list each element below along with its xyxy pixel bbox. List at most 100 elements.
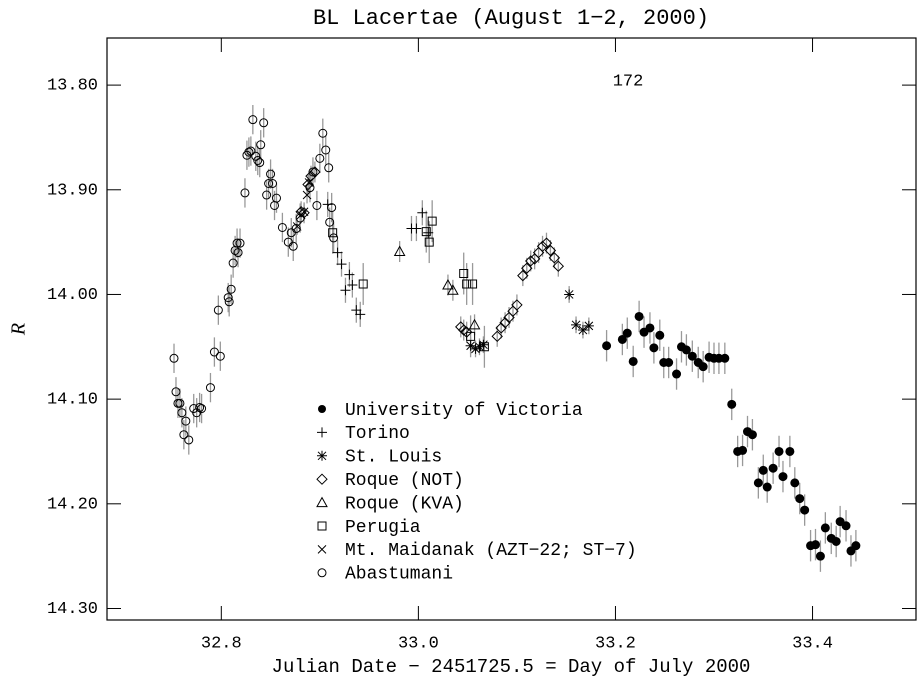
data-point (262, 190, 272, 200)
data-point (205, 383, 215, 393)
data-point (634, 311, 644, 321)
data-point (327, 203, 337, 213)
data-point (223, 293, 233, 303)
data-point (521, 262, 533, 274)
data-point (328, 228, 338, 238)
data-point (308, 167, 318, 177)
plot-frame (106, 37, 917, 621)
data-point (795, 494, 805, 504)
data-point (571, 319, 582, 330)
data-point (687, 351, 697, 361)
data-point (645, 323, 655, 333)
data-point (790, 478, 800, 488)
legend-symbol (317, 427, 327, 438)
y-axis-label: R (8, 323, 30, 336)
data-point (312, 200, 322, 210)
y-tick-label: 14.20 (47, 495, 98, 514)
data-point (851, 541, 861, 551)
data-point (240, 188, 250, 198)
data-point (758, 465, 768, 475)
x-tick-label: 33.0 (398, 634, 439, 653)
data-point (815, 551, 825, 561)
data-point (427, 216, 437, 226)
data-point (184, 435, 194, 445)
data-point (511, 299, 523, 311)
data-point (318, 128, 328, 138)
data-point (564, 289, 575, 300)
data-point (235, 238, 245, 248)
data-point (271, 193, 281, 203)
x-tick-label: 33.4 (792, 634, 833, 653)
data-point (465, 340, 476, 351)
data-point (209, 347, 219, 357)
data-point (577, 325, 588, 336)
legend-symbol (317, 450, 327, 461)
data-point (179, 430, 189, 440)
data-point (778, 472, 788, 482)
data-point (224, 297, 234, 307)
data-point (478, 339, 489, 350)
data-point (264, 179, 274, 188)
data-point (411, 223, 422, 234)
data-point (232, 238, 242, 248)
legend-symbol (316, 496, 328, 508)
data-point (340, 285, 351, 296)
data-point (649, 343, 659, 353)
data-point (753, 478, 763, 488)
data-point (355, 309, 366, 320)
x-axis-label: Julian Date − 2451725.5 = Day of July 20… (272, 656, 751, 678)
data-point (259, 118, 269, 128)
data-point (268, 179, 278, 188)
data-point (617, 334, 627, 344)
data-point (698, 362, 708, 372)
data-point (544, 244, 557, 257)
data-point (468, 279, 478, 289)
data-point (762, 482, 772, 492)
data-point (552, 260, 565, 272)
data-point (424, 237, 434, 247)
data-point (747, 430, 757, 440)
data-point (305, 183, 315, 193)
data-point (213, 305, 223, 315)
data-point (417, 207, 428, 218)
data-point (332, 247, 343, 258)
data-point (517, 269, 529, 282)
data-point (602, 341, 612, 351)
data-point (255, 158, 265, 168)
legend-label: Abastumani (345, 565, 453, 585)
data-point (171, 387, 181, 397)
legend-label: St. Louis (345, 448, 442, 468)
data-point (195, 403, 205, 413)
data-point (468, 318, 481, 330)
data-point (768, 463, 778, 473)
data-point (169, 353, 179, 363)
data-point (442, 279, 454, 290)
data-point (536, 240, 549, 253)
data-point (499, 317, 511, 329)
data-point (226, 284, 236, 294)
data-point (302, 190, 312, 200)
legend-label: Roque (NOT) (345, 471, 464, 491)
data-point (295, 206, 307, 218)
data-point (495, 322, 507, 334)
data-point (347, 280, 358, 291)
data-point (525, 255, 537, 267)
data-point (325, 217, 335, 227)
data-point (841, 521, 851, 531)
data-point (197, 404, 207, 414)
legend-label: University of Victoria (345, 401, 583, 421)
data-point (351, 305, 362, 316)
data-point (628, 356, 638, 366)
data-point (244, 147, 254, 157)
y-tick-label: 13.80 (47, 77, 98, 96)
data-point (277, 222, 287, 232)
data-point (720, 353, 730, 363)
data-point (321, 145, 331, 155)
data-point (344, 269, 355, 280)
data-point (738, 445, 748, 455)
data-point (288, 241, 298, 251)
data-point (491, 330, 503, 343)
data-point (447, 284, 459, 295)
legend-symbol (317, 521, 327, 531)
